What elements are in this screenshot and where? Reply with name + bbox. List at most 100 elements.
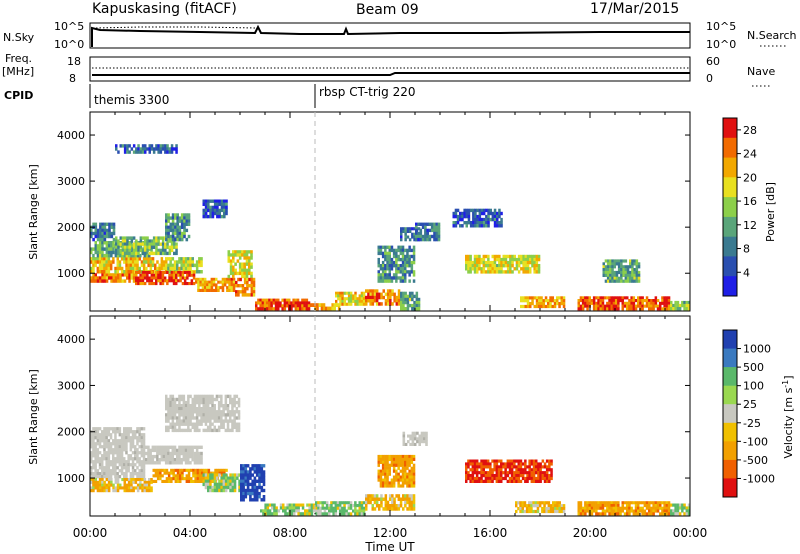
heatmap-cell [116, 466, 119, 470]
heatmap-cell [134, 454, 137, 458]
heatmap-cell [160, 458, 163, 462]
heatmap-cell [337, 291, 340, 295]
heatmap-cell [517, 270, 521, 274]
heatmap-cell [629, 262, 632, 266]
heatmap-cell [260, 467, 264, 471]
heatmap-cell [107, 460, 111, 464]
heatmap-cell [152, 479, 155, 483]
heatmap-cell [674, 512, 677, 516]
heatmap-cell [156, 451, 159, 456]
velocity-heatmap [90, 394, 691, 516]
heatmap-cell [231, 473, 235, 477]
heatmap-cell [200, 407, 203, 411]
heatmap-cell [305, 301, 309, 305]
heatmap-cell [541, 459, 545, 463]
heatmap-cell [92, 279, 95, 283]
heatmap-cell [90, 270, 93, 274]
nsky-trace [91, 24, 690, 47]
heatmap-cell [198, 458, 201, 462]
heatmap-cell [480, 468, 483, 472]
heatmap-cell [381, 279, 385, 283]
heatmap-cell [537, 465, 540, 469]
heatmap-cell [367, 289, 370, 293]
heatmap-cell [395, 463, 398, 467]
heatmap-cell [551, 299, 554, 303]
heatmap-cell [227, 274, 231, 279]
heatmap-cell [307, 307, 311, 311]
heatmap-cell [165, 216, 168, 220]
heatmap-cell [178, 219, 182, 223]
heatmap-cell [211, 479, 214, 483]
heatmap-cell [397, 257, 400, 262]
heatmap-cell [258, 479, 261, 483]
heatmap-cell [187, 468, 191, 472]
heatmap-cell [179, 477, 182, 481]
heatmap-cell [188, 282, 191, 286]
heatmap-cell [489, 211, 492, 216]
heatmap-cell [408, 472, 411, 476]
heatmap-cell [392, 475, 396, 479]
heatmap-cell [152, 150, 156, 154]
heatmap-cell [371, 292, 375, 297]
heatmap-cell [218, 488, 221, 493]
heatmap-cell [408, 257, 411, 262]
heatmap-cell [315, 509, 318, 513]
heatmap-cell [419, 228, 423, 233]
heatmap-cell [592, 504, 596, 508]
heatmap-cell [98, 244, 102, 248]
heatmap-cell [204, 407, 208, 411]
heatmap-cell [227, 479, 230, 483]
heatmap-cell [126, 245, 129, 249]
heatmap-cell [469, 474, 472, 478]
heatmap-cell [105, 253, 109, 258]
heatmap-cell [109, 448, 113, 452]
heatmap-cell [412, 454, 416, 459]
heatmap-cell [250, 250, 253, 254]
heatmap-cell [174, 474, 178, 478]
heatmap-cell [173, 397, 177, 402]
heatmap-cell [207, 488, 210, 493]
heatmap-cell [253, 495, 257, 499]
heatmap-cell [472, 224, 475, 228]
heatmap-cell [579, 512, 583, 516]
heatmap-cell [94, 463, 97, 467]
heatmap-cell [404, 229, 407, 233]
heatmap-cell [538, 304, 541, 309]
heatmap-cell [150, 245, 154, 249]
heatmap-cell [242, 470, 245, 474]
heatmap-cell [534, 509, 538, 514]
heatmap-cell [96, 460, 100, 464]
heatmap-cell [395, 469, 398, 473]
heatmap-cell [167, 234, 170, 239]
heatmap-cell [465, 479, 468, 483]
heatmap-cell [659, 512, 662, 516]
heatmap-cell [526, 299, 530, 303]
heatmap-cell [141, 270, 145, 274]
nave-tick-high: 60 [706, 55, 720, 68]
heatmap-cell [169, 454, 172, 459]
heatmap-cell [167, 231, 170, 236]
heatmap-cell [386, 457, 389, 461]
heatmap-cell [145, 489, 149, 493]
heatmap-cell [508, 468, 512, 472]
velocity-colorbar-label: Velocity [m s-1] [781, 375, 795, 458]
heatmap-cell [674, 300, 677, 305]
heatmap-cell [343, 501, 346, 505]
heatmap-cell [175, 270, 178, 274]
heatmap-cell [169, 237, 173, 242]
heatmap-cell [412, 279, 416, 283]
heatmap-cell [452, 224, 455, 228]
heatmap-cell [176, 222, 179, 226]
heatmap-cell [234, 268, 237, 272]
heatmap-cell [404, 457, 407, 461]
heatmap-cell [96, 228, 100, 233]
heatmap-cell [123, 478, 126, 482]
heatmap-cell [242, 482, 245, 487]
heatmap-cell [226, 277, 229, 281]
heatmap-cell [415, 222, 418, 226]
heatmap-cell [639, 299, 642, 303]
heatmap-cell [201, 479, 204, 483]
heatmap-cell [378, 292, 381, 297]
heatmap-cell [452, 221, 455, 225]
heatmap-cell [229, 485, 232, 490]
